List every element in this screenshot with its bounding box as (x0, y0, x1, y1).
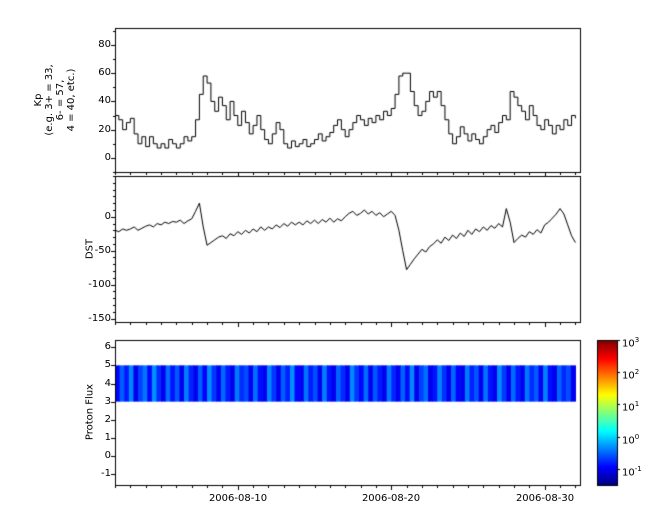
kp-panel (115, 28, 580, 172)
kp-ytick-label: 80 (98, 39, 111, 50)
kp-ytick-label: 60 (98, 67, 111, 78)
kp-axis-label-line: 6- = 57, (55, 79, 66, 121)
kp-axis-label-line: 4 = 40, etc.) (66, 68, 77, 132)
colorbar (597, 340, 617, 485)
kp-ytick-label: 0 (104, 152, 111, 163)
dst-ytick-label: 0 (104, 211, 111, 222)
pf-ytick-label: -1 (101, 468, 111, 479)
dst-panel (115, 176, 580, 322)
pf-ytick-label: 4 (104, 378, 111, 389)
kp-axis-label-line: (e.g. 3+ = 33, (44, 64, 55, 136)
pf-ytick-label: 6 (104, 341, 111, 352)
proton-flux-axis-label: Proton Flux (84, 383, 96, 441)
colorbar-tick-label: 102 (622, 368, 640, 382)
pf-ytick-label: 5 (104, 359, 111, 370)
kp-ytick-label: 40 (98, 95, 111, 106)
colorbar-tick-label: 101 (622, 400, 640, 414)
kp-axis-label-line: Kp (33, 93, 44, 107)
colorbar-tick-label: 10-1 (622, 465, 642, 479)
dst-ytick-label: -50 (94, 245, 111, 256)
kp-ytick-label: 20 (98, 124, 111, 135)
pf-ytick-label: 0 (104, 450, 111, 461)
dst-ytick-label: -100 (88, 279, 111, 290)
pf-ytick-label: 3 (104, 396, 111, 407)
proton-flux-panel (115, 340, 580, 485)
colorbar-tick-label: 103 (622, 336, 640, 350)
xtick-date-label: 2006-08-10 (208, 493, 268, 504)
colorbar-tick-label: 100 (622, 433, 640, 447)
dst-ytick-label: -150 (88, 313, 111, 324)
kp-axis-label: Kp (e.g. 3+ = 33, 6- = 57, 4 = 40, etc.) (33, 64, 77, 135)
pf-ytick-label: 1 (104, 432, 111, 443)
pf-ytick-label: 2 (104, 414, 111, 425)
xtick-date-label: 2006-08-20 (361, 493, 421, 504)
xtick-date-label: 2006-08-30 (515, 493, 575, 504)
